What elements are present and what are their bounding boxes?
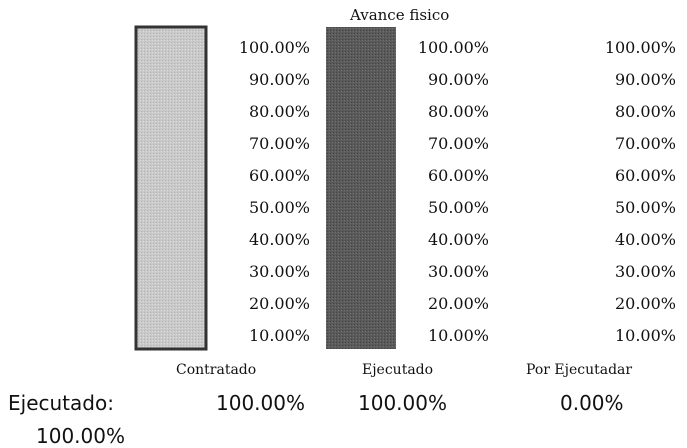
category-label-ejecutado: Ejecutado [362,362,434,378]
tick-label: 50.00% [248,198,310,217]
tick-label: 10.00% [248,326,310,345]
tick-label: 10.00% [614,326,676,345]
tick-label: 70.00% [614,134,676,153]
summary-total: 100.00% [36,424,125,448]
category-label-por-ejecutar: Por Ejecutadar [526,362,633,378]
tick-label: 40.00% [248,230,310,249]
tick-label: 80.00% [427,102,489,121]
tick-label: 50.00% [427,198,489,217]
tick-label: 100.00% [417,38,489,57]
tick-label: 20.00% [248,294,310,313]
bar-ejecutado [326,27,396,349]
tick-label: 20.00% [427,294,489,313]
tick-label: 40.00% [614,230,676,249]
summary-label: Ejecutado: [8,391,114,415]
tick-label: 100.00% [604,38,676,57]
tick-label: 60.00% [248,166,310,185]
tick-label: 80.00% [248,102,310,121]
tick-label: 30.00% [614,262,676,281]
tick-label: 10.00% [427,326,489,345]
tick-label: 50.00% [614,198,676,217]
chart-title: Avance fisico [350,6,450,24]
value-label-contratado: 100.00% [216,391,305,415]
tick-label: 90.00% [614,70,676,89]
tick-label: 90.00% [427,70,489,89]
tick-label: 60.00% [614,166,676,185]
tick-label: 80.00% [614,102,676,121]
bar-contratado [134,25,208,351]
value-label-ejecutado: 100.00% [358,391,447,415]
tick-label: 40.00% [427,230,489,249]
value-label-por-ejecutar: 0.00% [560,391,624,415]
tick-label: 100.00% [238,38,310,57]
tick-label: 70.00% [248,134,310,153]
tick-label: 90.00% [248,70,310,89]
tick-label: 20.00% [614,294,676,313]
tick-label: 30.00% [248,262,310,281]
tick-label: 30.00% [427,262,489,281]
tick-label: 60.00% [427,166,489,185]
category-label-contratado: Contratado [176,362,257,378]
tick-label: 70.00% [427,134,489,153]
